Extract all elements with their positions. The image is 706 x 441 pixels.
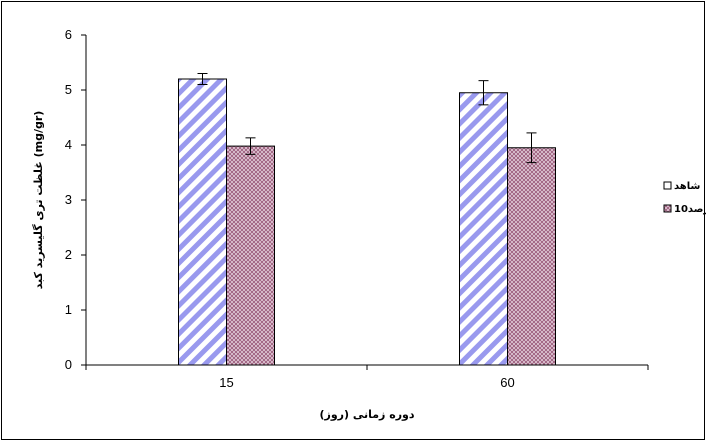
x-axis-ticks: 15 60 <box>85 365 649 390</box>
bar-series-2-60 <box>507 147 556 366</box>
y-tick-label: 6 <box>65 27 72 42</box>
x-axis-title: دوره زمانی (روز) <box>319 408 414 421</box>
y-tick-label: 5 <box>65 82 72 97</box>
y-tick-label: 2 <box>65 247 72 262</box>
bar-series-1-60 <box>459 92 508 366</box>
legend-swatch-1 <box>663 181 672 190</box>
y-tick-label: 4 <box>65 137 72 152</box>
x-tick-label: 15 <box>219 375 233 390</box>
legend-label-1: شاهد <box>674 181 700 192</box>
bar-series-2-15 <box>226 145 275 366</box>
legend-swatch-2 <box>663 204 672 213</box>
y-tick-label: 0 <box>65 357 72 372</box>
y-tick-label: 3 <box>65 192 72 207</box>
y-axis-title: غلظت تری گلیسرید کبد (mg/gr) <box>32 111 45 290</box>
x-tick-label: 60 <box>500 375 514 390</box>
legend: شاهد 10درصد <box>663 181 706 215</box>
bar-series-1-15 <box>178 78 227 366</box>
error-bars <box>197 73 537 164</box>
legend-label-2: 10درصد <box>674 204 706 215</box>
bars <box>178 78 556 366</box>
y-tick-label: 1 <box>65 302 72 317</box>
y-axis-ticks: 0 1 2 3 4 5 6 <box>65 27 86 372</box>
